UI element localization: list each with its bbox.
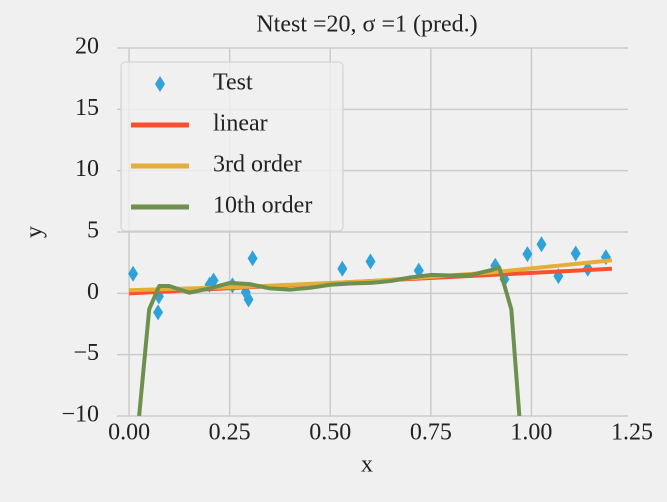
x-tick-label: 0.25	[209, 420, 251, 446]
legend-marker	[155, 76, 165, 92]
x-tick-label: 0.75	[410, 420, 452, 446]
data-point	[522, 246, 533, 263]
data-point	[128, 265, 139, 282]
x-tick-label: 1.25	[611, 420, 653, 446]
plot-area	[128, 236, 613, 416]
legend-label: 10th order	[213, 193, 312, 219]
legend-box	[120, 61, 344, 232]
data-point	[337, 260, 348, 277]
data-point	[365, 253, 376, 270]
data-point	[243, 291, 254, 308]
data-point	[153, 304, 164, 321]
x-tick-label: 1.00	[510, 420, 552, 446]
legend-label: linear	[213, 111, 268, 137]
y-tick-label: 10	[75, 156, 99, 182]
y-tick-label: 0	[87, 279, 99, 305]
chart-title: Ntest =20, σ =1 (pred.)	[256, 12, 477, 38]
y-tick-label: 5	[87, 218, 99, 244]
data-point	[536, 236, 547, 253]
x-axis-label: x	[361, 452, 373, 478]
data-point	[570, 245, 581, 262]
y-axis-label: y	[22, 226, 48, 238]
legend-label: Test	[213, 70, 253, 96]
y-tick-label: −10	[61, 402, 99, 428]
y-tick-label: −5	[73, 340, 99, 366]
x-tick-label: 0.00	[108, 420, 150, 446]
x-tick-label: 0.50	[309, 420, 351, 446]
data-point	[208, 272, 219, 289]
data-point	[247, 250, 258, 267]
y-tick-label: 15	[75, 95, 99, 121]
legend-label: 3rd order	[213, 152, 302, 178]
y-tick-label: 20	[75, 34, 99, 60]
series-line	[137, 265, 522, 416]
